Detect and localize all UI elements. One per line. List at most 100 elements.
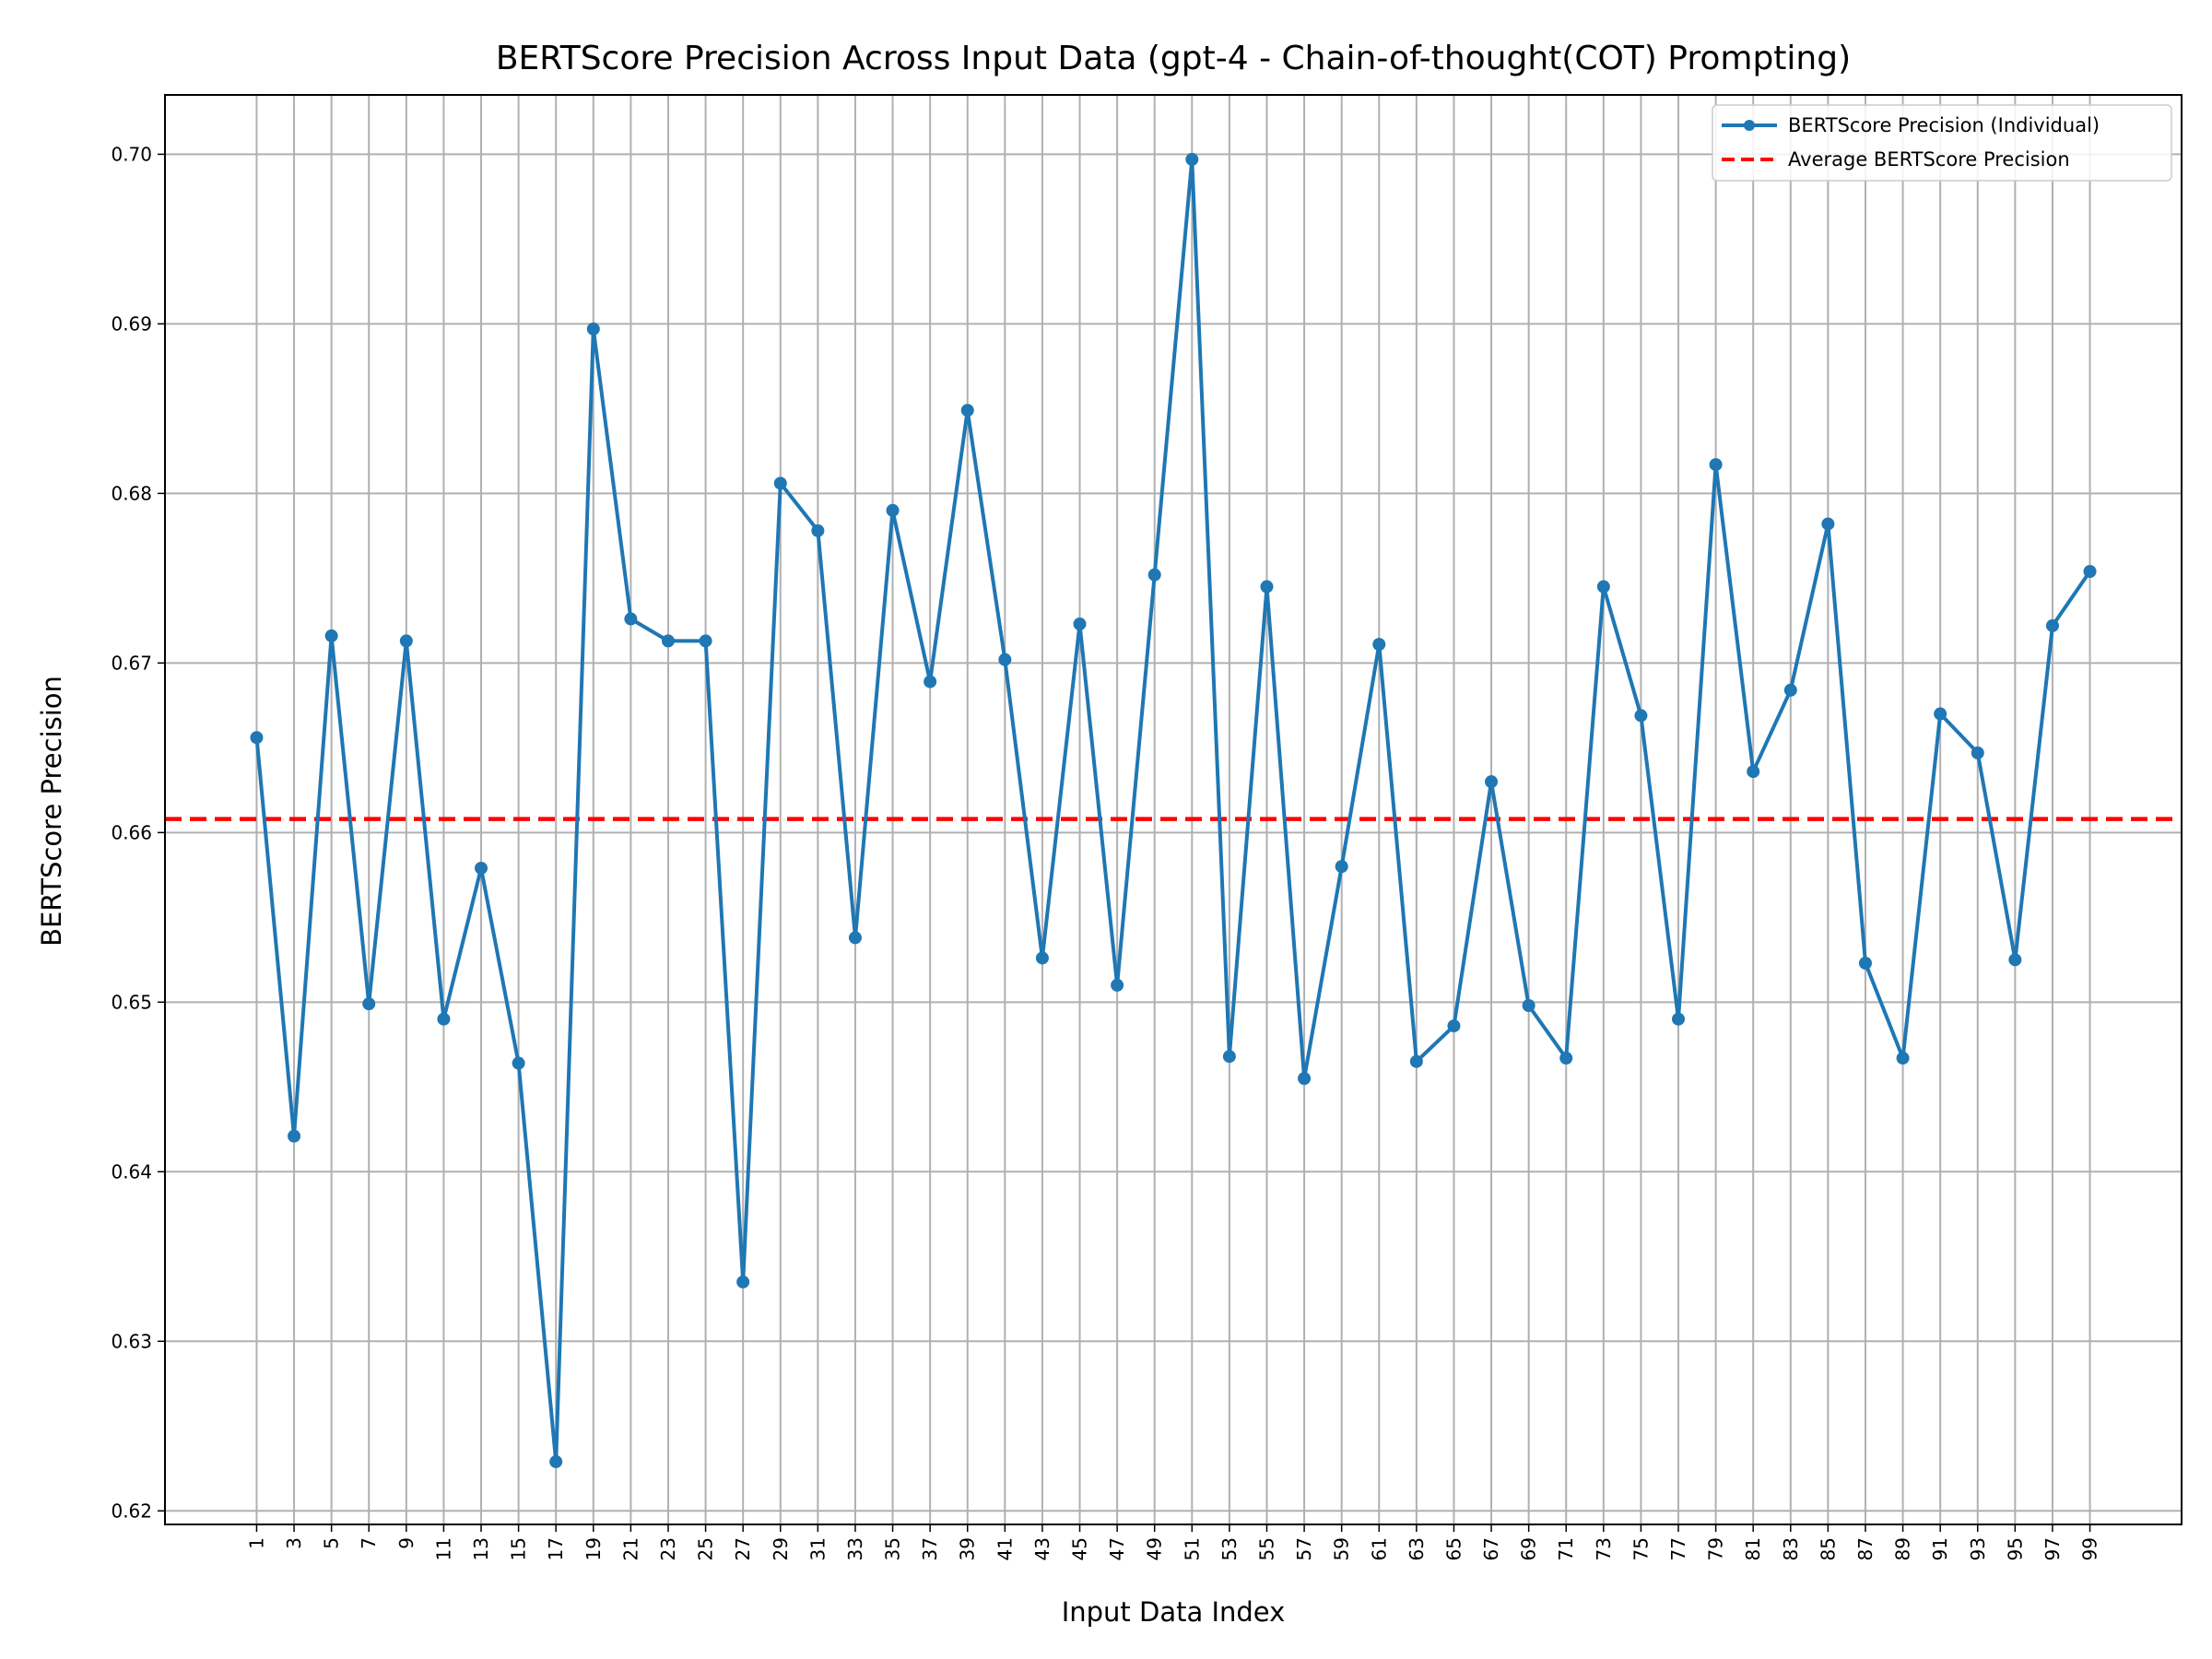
x-tick-label: 69 bbox=[1518, 1537, 1540, 1560]
data-point bbox=[1896, 1052, 1910, 1065]
data-point bbox=[1596, 580, 1610, 594]
data-point bbox=[886, 503, 900, 517]
x-tick-label: 55 bbox=[1255, 1537, 1277, 1560]
x-tick-label: 47 bbox=[1106, 1537, 1128, 1560]
x-tick-label: 39 bbox=[957, 1537, 979, 1560]
y-tick-label: 0.70 bbox=[111, 143, 152, 165]
data-point bbox=[1934, 707, 1947, 721]
x-tick-label: 71 bbox=[1555, 1537, 1577, 1560]
data-point bbox=[1634, 709, 1648, 723]
data-point bbox=[586, 322, 600, 335]
y-tick-label: 0.69 bbox=[111, 312, 152, 335]
x-tick-label: 25 bbox=[695, 1537, 717, 1560]
series-line bbox=[254, 157, 2092, 1464]
legend-series-label: BERTScore Precision (Individual) bbox=[1788, 114, 2100, 136]
data-point bbox=[736, 1275, 750, 1288]
legend-average-label: Average BERTScore Precision bbox=[1788, 148, 2070, 171]
y-tick-label: 0.68 bbox=[111, 482, 152, 504]
x-tick-label: 53 bbox=[1218, 1537, 1241, 1560]
x-tick-label: 13 bbox=[470, 1537, 492, 1560]
data-point bbox=[2008, 953, 2022, 967]
data-point bbox=[661, 634, 675, 648]
x-tick-label: 85 bbox=[1817, 1537, 1839, 1560]
y-tick-label: 0.64 bbox=[111, 1160, 152, 1182]
data-point bbox=[1335, 860, 1348, 874]
x-tick-label: 61 bbox=[1368, 1537, 1390, 1560]
data-point bbox=[549, 1454, 563, 1468]
x-tick-label: 63 bbox=[1406, 1537, 1428, 1560]
data-point bbox=[1073, 618, 1087, 631]
data-point bbox=[288, 1129, 301, 1143]
x-tick-label: 11 bbox=[432, 1537, 454, 1560]
legend: BERTScore Precision (Individual) Average… bbox=[1712, 104, 2172, 182]
x-tick-label: 51 bbox=[1181, 1537, 1203, 1560]
data-point bbox=[512, 1056, 525, 1070]
data-point bbox=[1298, 1072, 1312, 1086]
x-axis-ticks: 1 3 5 7 9 11 13 15 17 19 21 23 25 27 29 31 33 35 37 39 41 43 4… bbox=[245, 1524, 2101, 1560]
x-tick-label: 41 bbox=[994, 1537, 1016, 1560]
x-tick-label: 3 bbox=[283, 1537, 305, 1549]
chart-title: BERTScore Precision Across Input Data (g… bbox=[496, 40, 1851, 77]
data-point bbox=[1035, 951, 1049, 965]
data-point bbox=[1185, 152, 1199, 166]
plot-frame bbox=[164, 94, 2183, 1525]
x-tick-label: 19 bbox=[582, 1537, 605, 1560]
series-layer bbox=[250, 152, 2097, 1468]
x-tick-label: 45 bbox=[1069, 1537, 1091, 1560]
data-point bbox=[960, 404, 974, 418]
data-point bbox=[1709, 458, 1723, 472]
x-tick-label: 75 bbox=[1630, 1537, 1652, 1560]
x-tick-label: 49 bbox=[1144, 1537, 1166, 1560]
data-point bbox=[1971, 746, 1984, 759]
data-point bbox=[811, 524, 825, 537]
x-tick-label: 83 bbox=[1780, 1537, 1802, 1560]
x-tick-label: 59 bbox=[1331, 1537, 1353, 1560]
data-point bbox=[362, 997, 376, 1011]
data-point bbox=[1260, 580, 1274, 594]
data-point bbox=[1783, 683, 1797, 697]
x-tick-label: 1 bbox=[245, 1537, 267, 1549]
x-tick-label: 77 bbox=[1667, 1537, 1689, 1560]
data-point bbox=[1222, 1050, 1236, 1064]
x-axis-label: Input Data Index bbox=[1062, 1596, 1286, 1628]
y-axis-label: BERTScore Precision bbox=[36, 676, 67, 947]
x-tick-label: 89 bbox=[1892, 1537, 1914, 1560]
x-tick-label: 29 bbox=[770, 1537, 792, 1560]
x-tick-label: 23 bbox=[657, 1537, 679, 1560]
x-tick-label: 97 bbox=[2041, 1537, 2064, 1560]
x-tick-label: 67 bbox=[1480, 1537, 1502, 1560]
x-tick-label: 95 bbox=[2004, 1537, 2026, 1560]
x-tick-label: 79 bbox=[1705, 1537, 1727, 1560]
data-point bbox=[1821, 517, 1835, 531]
data-point bbox=[1858, 957, 1872, 971]
data-point bbox=[437, 1012, 451, 1026]
grid bbox=[165, 95, 2182, 1524]
x-tick-label: 7 bbox=[358, 1537, 380, 1549]
data-point bbox=[399, 634, 413, 648]
data-point bbox=[324, 629, 338, 642]
data-point bbox=[2083, 565, 2097, 578]
data-point bbox=[924, 675, 937, 688]
data-point bbox=[1747, 765, 1760, 779]
x-tick-label: 9 bbox=[395, 1537, 418, 1549]
y-tick-label: 0.66 bbox=[111, 821, 152, 843]
x-tick-label: 21 bbox=[619, 1537, 641, 1560]
data-point bbox=[998, 653, 1012, 666]
data-point bbox=[1111, 978, 1124, 992]
x-tick-label: 57 bbox=[1293, 1537, 1315, 1560]
data-point bbox=[624, 612, 638, 626]
x-tick-label: 73 bbox=[1593, 1537, 1615, 1560]
data-point bbox=[1147, 568, 1161, 582]
x-tick-label: 43 bbox=[1031, 1537, 1053, 1560]
data-point bbox=[1409, 1054, 1423, 1068]
data-point bbox=[1485, 775, 1499, 789]
data-point bbox=[773, 477, 787, 490]
legend-frame bbox=[1712, 104, 2172, 182]
data-point bbox=[475, 861, 488, 875]
x-tick-label: 65 bbox=[1442, 1537, 1465, 1560]
x-tick-label: 81 bbox=[1742, 1537, 1764, 1560]
data-point bbox=[1559, 1052, 1573, 1065]
y-tick-label: 0.65 bbox=[111, 991, 152, 1013]
x-tick-label: 99 bbox=[2079, 1537, 2101, 1560]
